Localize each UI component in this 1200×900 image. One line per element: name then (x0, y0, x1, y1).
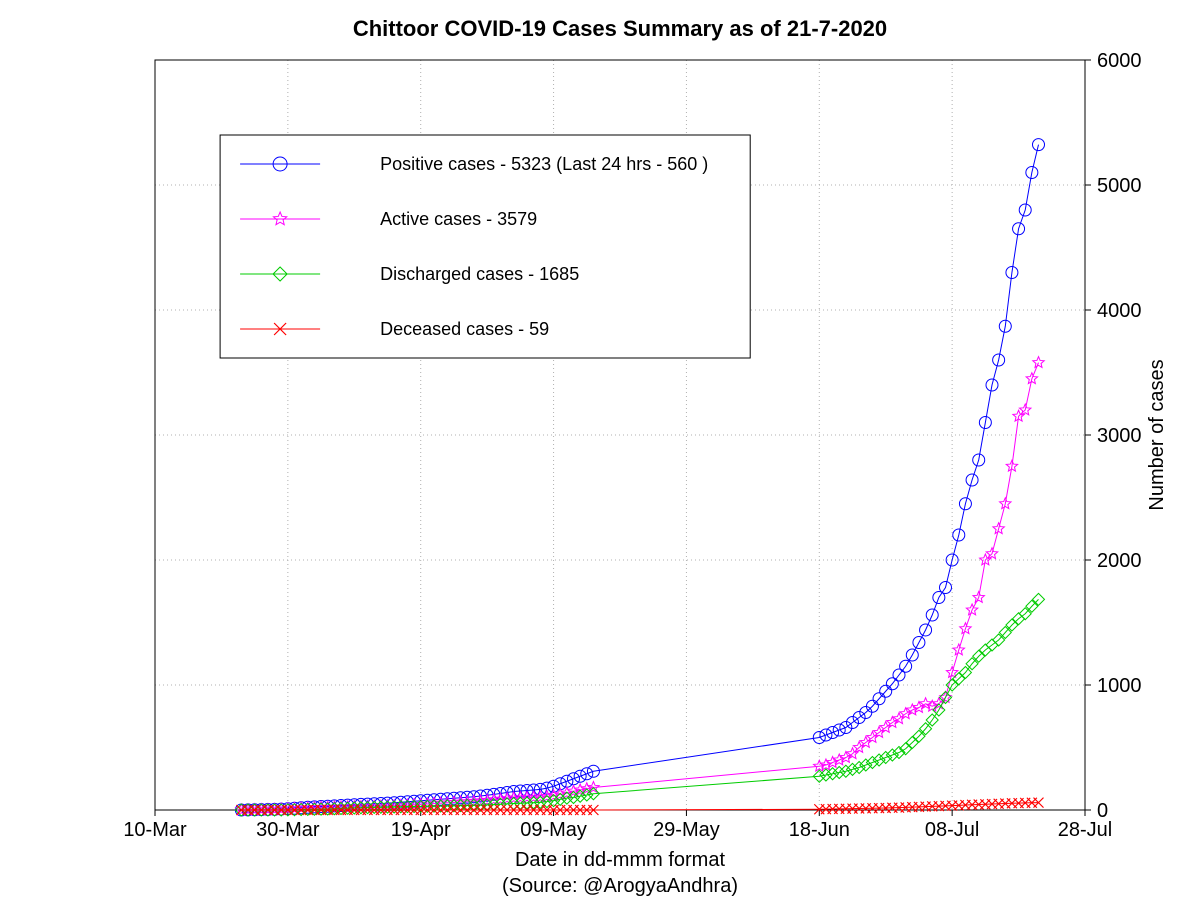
chart-container: 10-Mar 30-Mar 19-Apr 09-May 29-May 18-Jun 08-J… (0, 0, 1200, 900)
y-tick-label: 6000 (1097, 50, 1142, 72)
x-axis-label: Date in dd-mmm format (515, 849, 725, 871)
x-tick-label: 18-Jun (789, 819, 850, 841)
x-tick-label: 10-Mar (123, 819, 187, 841)
legend-label: Positive cases - 5323 (Last 24 hrs - 560… (380, 154, 708, 174)
y-tick-label: 3000 (1097, 425, 1142, 447)
y-axis-label: Number of cases (1146, 359, 1168, 510)
chart-title: Chittoor COVID-19 Cases Summary as of 21… (353, 16, 887, 41)
source-label: (Source: @ArogyaAndhra) (502, 875, 738, 897)
x-tick-label: 28-Jul (1058, 819, 1112, 841)
y-tick-label: 0 (1097, 800, 1108, 822)
legend-label: Active cases - 3579 (380, 209, 537, 229)
legend-label: Discharged cases - 1685 (380, 264, 579, 284)
legend: Positive cases - 5323 (Last 24 hrs - 560… (220, 135, 750, 358)
legend-label: Deceased cases - 59 (380, 319, 549, 339)
x-tick-label: 19-Apr (391, 819, 451, 841)
y-tick-label: 4000 (1097, 300, 1142, 322)
y-tick-label: 5000 (1097, 175, 1142, 197)
x-tick-label: 08-Jul (925, 819, 979, 841)
y-tick-label: 2000 (1097, 550, 1142, 572)
x-tick-label: 09-May (520, 819, 587, 841)
x-tick-label: 29-May (653, 819, 720, 841)
x-tick-label: 30-Mar (256, 819, 320, 841)
y-tick-label: 1000 (1097, 675, 1142, 697)
